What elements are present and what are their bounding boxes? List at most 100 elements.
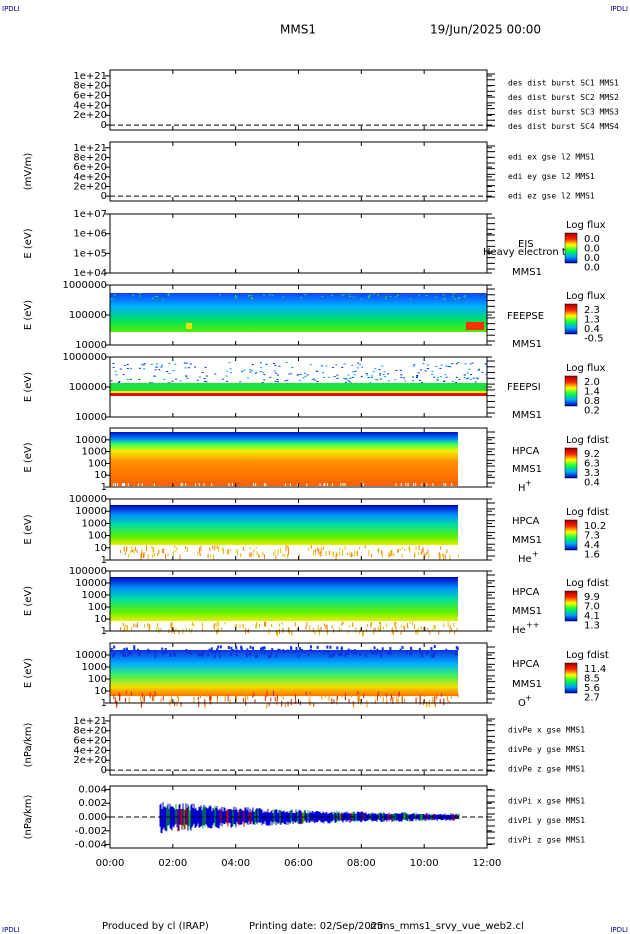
spectrogram-speck xyxy=(374,627,376,631)
spectrogram-speck xyxy=(227,549,229,555)
spectrogram-speck xyxy=(360,698,362,705)
spectrogram-speck xyxy=(282,649,285,653)
panel-frame xyxy=(109,69,488,131)
spectrogram-speck xyxy=(111,298,114,300)
spectrogram-speck xyxy=(128,697,130,704)
spectrogram-speck xyxy=(418,552,420,556)
spectrogram-speck xyxy=(140,701,142,708)
spectrogram-speck xyxy=(418,545,420,551)
spectrogram-speck xyxy=(336,377,339,379)
spectrogram-speck xyxy=(262,551,264,556)
spectrogram-gap xyxy=(198,483,200,487)
spectrogram-speck xyxy=(389,651,392,655)
spectrogram-speck xyxy=(124,627,126,632)
spectrogram-speck xyxy=(264,695,266,702)
spectrogram-speck xyxy=(268,294,271,296)
spectrogram-speck xyxy=(474,381,477,383)
spectrogram-speck xyxy=(133,645,136,649)
spectrogram-speck xyxy=(363,630,365,636)
spectrogram-speck xyxy=(317,625,319,631)
colorbar-tick-label: 0.0 xyxy=(584,263,600,274)
spectrogram-speck xyxy=(335,553,337,557)
spectrogram-speck xyxy=(453,622,455,627)
spectrogram-speck xyxy=(313,702,315,707)
spectrogram-speck xyxy=(143,696,145,702)
spectrogram-speck xyxy=(171,380,174,382)
spectrogram-speck xyxy=(360,298,363,300)
legend-entry: des dist burst SC3 MMS3 xyxy=(508,108,619,117)
spectrogram-speck xyxy=(320,365,323,367)
spectrogram-speck xyxy=(130,549,132,554)
spectrogram-speck xyxy=(203,380,206,382)
spectrogram-speck xyxy=(278,365,281,367)
spectrogram-speck xyxy=(384,296,387,298)
spectrogram-speck xyxy=(178,629,180,635)
spectrogram-speck xyxy=(130,627,132,631)
spectrogram-speck xyxy=(370,375,373,377)
spectrogram-speck xyxy=(274,364,277,366)
spectrogram-speck xyxy=(440,693,442,697)
spectrogram-speck xyxy=(251,364,254,366)
spacecraft-label: MMS1 xyxy=(512,410,542,421)
spectrogram-speck xyxy=(216,621,218,628)
colorbar-tick-label: 11.4 xyxy=(584,664,606,675)
spectrogram-speck xyxy=(211,692,213,699)
spectrogram-speck xyxy=(165,650,168,654)
spectrogram-speck xyxy=(287,701,289,707)
spectrogram-speck xyxy=(343,363,346,365)
spectrogram-speck xyxy=(211,651,214,655)
spectrogram-speck xyxy=(270,697,272,702)
spectrogram-speck xyxy=(320,546,322,552)
spectrogram-speck xyxy=(255,371,258,373)
spectrogram-speck xyxy=(235,693,237,701)
spectrogram-speck xyxy=(372,371,375,373)
spectrogram-speck xyxy=(274,549,276,554)
spectrogram-speck xyxy=(477,369,480,371)
species-label: O xyxy=(518,698,526,709)
y-tick-label: 1000000 xyxy=(62,280,107,291)
spectrogram-speck xyxy=(321,695,323,700)
spectrogram-speck xyxy=(370,622,372,628)
y-tick-label: 0 xyxy=(101,765,107,776)
spectrogram-speck xyxy=(183,690,185,694)
spectrogram-speck xyxy=(356,553,358,557)
spectrogram-speck xyxy=(110,380,113,382)
spectrogram-speck xyxy=(254,699,256,703)
spectrogram-speck xyxy=(378,374,381,376)
spectrogram-speck xyxy=(426,364,429,366)
spectrogram-speck xyxy=(255,654,258,658)
spectrogram-speck xyxy=(126,653,129,657)
colorbar-tick-label: 6.3 xyxy=(584,459,600,470)
spectrogram-speck xyxy=(281,622,283,625)
spectrogram-speck xyxy=(331,295,334,297)
spectrogram-speck xyxy=(249,645,252,649)
spectrogram-speck xyxy=(325,625,327,630)
y-tick-label: 10000 xyxy=(75,435,107,446)
spectrogram-speck xyxy=(219,294,222,296)
spectrogram-speck xyxy=(354,550,356,557)
spectrogram-speck xyxy=(325,550,327,557)
spectrogram-speck xyxy=(452,293,455,295)
spectrogram-gap xyxy=(124,483,126,487)
spectrogram-speck xyxy=(395,369,398,371)
spectrogram-speck xyxy=(252,691,254,696)
spectrogram-speck xyxy=(427,549,429,554)
spectrogram-speck xyxy=(205,381,208,383)
spectrogram-speck xyxy=(445,648,448,652)
spectrogram-speck xyxy=(201,628,203,632)
spectrogram-speck xyxy=(369,649,372,653)
spectrogram-speck xyxy=(396,294,399,296)
spectrogram-speck xyxy=(206,690,208,697)
y-tick-label: 10 xyxy=(94,543,107,554)
species-charge: + xyxy=(525,694,532,703)
spectrogram-speck xyxy=(445,365,448,367)
y-tick-label: 8e+20 xyxy=(73,152,107,163)
spectrogram-speck xyxy=(375,651,378,655)
spectrogram-speck xyxy=(387,380,390,382)
spectrogram-speck xyxy=(358,697,360,703)
spectrogram-speck xyxy=(143,363,146,365)
spectrogram-speck xyxy=(201,622,203,628)
spectrogram-speck xyxy=(377,294,380,296)
spectrogram-speck xyxy=(455,646,458,650)
